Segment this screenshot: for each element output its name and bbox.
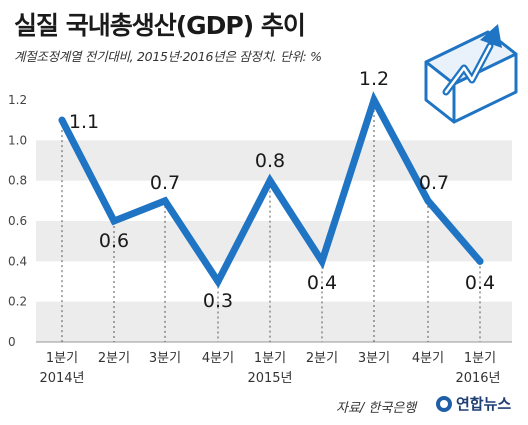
rising-arrow-chart-icon — [424, 24, 518, 124]
brand-name: 연합뉴스 — [456, 395, 512, 413]
x-tick-label: 1분기 — [464, 351, 496, 366]
data-point — [476, 257, 484, 265]
grid-bands — [36, 140, 512, 343]
x-tick-label: 4분기 — [202, 351, 234, 366]
x-year-label: 2016년 — [455, 371, 500, 386]
data-point — [318, 257, 326, 265]
data-label: 0.6 — [99, 230, 129, 252]
data-point — [424, 197, 432, 205]
brand-logo-icon — [436, 395, 452, 412]
x-year-label: 2015년 — [247, 371, 292, 386]
y-tick-label: 0.8 — [8, 174, 27, 188]
data-label: 0.8 — [255, 150, 285, 172]
y-tick-label: 0.2 — [8, 295, 27, 309]
data-labels: 1.1 0.6 0.7 0.3 0.8 0.4 1.2 0.7 0.4 — [69, 68, 495, 312]
grid-band — [36, 221, 512, 262]
data-label: 0.4 — [307, 272, 337, 294]
series-line-layer — [58, 91, 484, 289]
data-point — [110, 217, 118, 225]
chart-title: 실질 국내총생산(GDP) 추이 — [14, 11, 306, 40]
data-label: 1.2 — [359, 68, 389, 90]
y-axis-ticks: 0 0.2 0.4 0.6 0.8 1.0 1.2 — [8, 93, 27, 349]
x-tick-label: 2분기 — [98, 351, 130, 366]
data-point — [58, 116, 66, 124]
y-tick-label: 1.0 — [8, 133, 27, 147]
grid-band — [36, 140, 512, 181]
chart-subtitle: 계절조정계열 전기대비, 2015년·2016년은 잠정치. 단위: % — [14, 49, 322, 64]
data-label: 0.7 — [150, 172, 180, 194]
y-tick-label: 0.4 — [8, 254, 27, 268]
data-point — [214, 278, 222, 285]
brand: 연합뉴스 — [436, 393, 511, 414]
y-tick-label: 0 — [8, 335, 16, 349]
data-point — [161, 197, 169, 205]
data-label: 1.1 — [69, 111, 99, 133]
x-year-label: 2014년 — [39, 371, 84, 386]
drop-lines — [61, 100, 481, 342]
data-label: 0.4 — [465, 272, 495, 294]
y-tick-label: 1.2 — [8, 93, 27, 107]
data-point — [266, 177, 274, 185]
x-tick-label: 3분기 — [149, 351, 181, 366]
data-label: 0.7 — [419, 172, 449, 194]
x-tick-label: 2분기 — [306, 351, 338, 366]
y-tick-label: 0.6 — [8, 214, 27, 228]
grid-band — [36, 301, 512, 342]
x-tick-label: 1분기 — [254, 351, 286, 366]
x-tick-label: 1분기 — [46, 351, 78, 366]
data-point — [370, 96, 378, 104]
x-tick-label: 3분기 — [358, 351, 390, 366]
data-label: 0.3 — [203, 290, 233, 312]
source-note: 자료/ 한국은행 — [336, 401, 417, 416]
x-axis-ticks: 1분기 2014년 2분기 3분기 4분기 1분기 2015년 2분기 3분기 4분기 1분기 201… — [39, 351, 500, 386]
x-tick-label: 4분기 — [412, 351, 444, 366]
